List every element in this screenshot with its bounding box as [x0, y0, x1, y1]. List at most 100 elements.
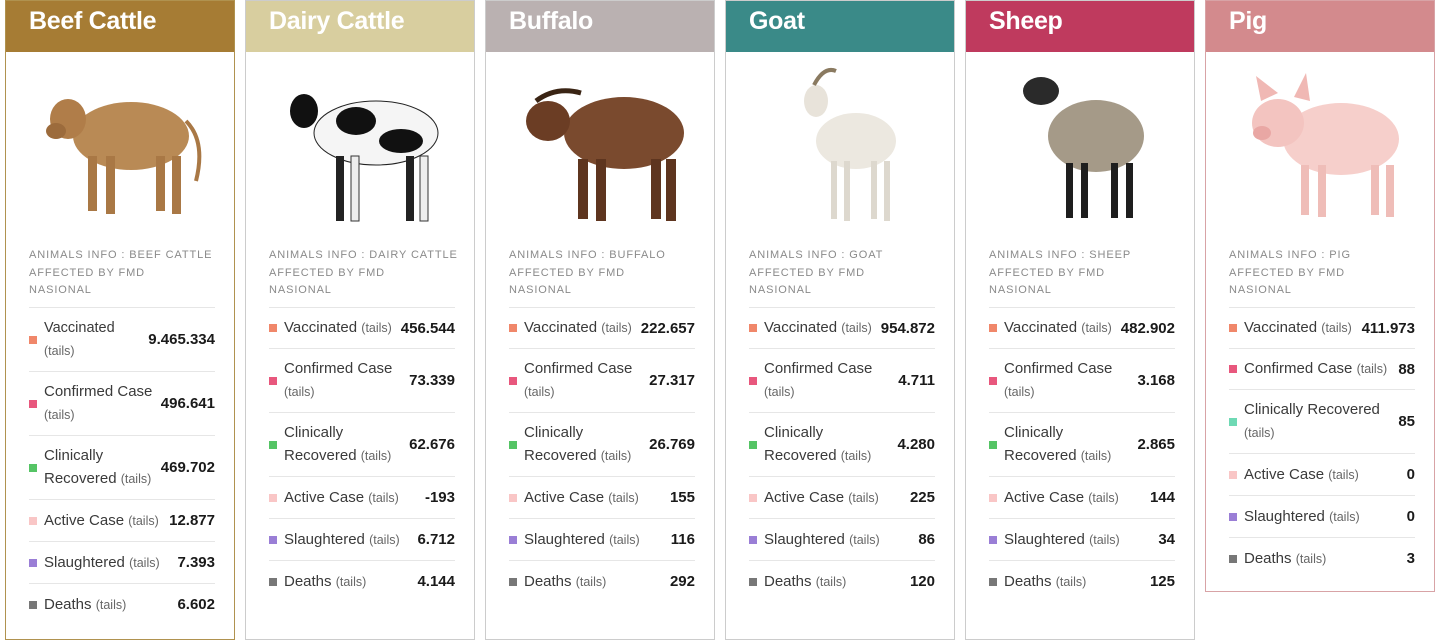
recovered-legend-icon [29, 463, 37, 472]
stat-vaccinated: Vaccinated (tails) 482.902 [989, 307, 1175, 348]
deaths-legend-icon [29, 600, 37, 609]
card-title: Pig [1206, 1, 1434, 52]
stats-list: Vaccinated (tails) 9.465.334 Confirmed Cas… [29, 307, 215, 625]
stats-list: Vaccinated (tails) 482.902 Confirmed Case… [989, 307, 1175, 602]
active-legend-icon [509, 493, 517, 502]
card-dairy-cattle: Dairy Cattle ANIMALS INFO : DAIRY CATTLE… [245, 0, 475, 640]
slaughtered-legend-icon [989, 535, 997, 544]
active-legend-icon [269, 493, 277, 502]
stat-confirmed-case: Confirmed Case (tails) 27.317 [509, 348, 695, 412]
deaths-legend-icon [269, 577, 277, 586]
confirmed-legend-icon [509, 376, 517, 385]
animals-info: ANIMALS INFO : GOAT AFFECTED BY FMD NASION… [749, 249, 884, 296]
stat-deaths: Deaths (tails) 4.144 [269, 560, 455, 602]
stat-clinically-recovered: Clinically Recovered (tails) 4.280 [749, 412, 935, 476]
vaccinated-legend-icon [509, 324, 517, 332]
stat-clinically-recovered: Clinically Recovered (tails) 85 [1229, 389, 1415, 453]
stat-deaths: Deaths (tails) 125 [989, 560, 1175, 602]
animals-info: ANIMALS INFO : BUFFALO AFFECTED BY FMD NAS… [509, 249, 666, 296]
beef-cattle-photo-icon [46, 99, 202, 214]
vaccinated-legend-icon [1229, 324, 1237, 332]
vaccinated-legend-icon [749, 324, 757, 332]
active-legend-icon [749, 493, 757, 502]
card-title: Dairy Cattle [246, 1, 474, 52]
card-title: Goat [726, 1, 954, 52]
card-goat: Goat ANIMALS INFO : GOAT AFFECTED BY FMD N… [725, 0, 955, 640]
stat-slaughtered: Slaughtered (tails) 0 [1229, 495, 1415, 537]
deaths-legend-icon [749, 577, 757, 586]
stat-deaths: Deaths (tails) 6.602 [29, 583, 215, 625]
stat-vaccinated: Vaccinated (tails) 411.973 [1229, 307, 1415, 348]
stat-vaccinated: Vaccinated (tails) 222.657 [509, 307, 695, 348]
stat-clinically-recovered: Clinically Recovered (tails) 469.702 [29, 435, 215, 499]
stat-deaths: Deaths (tails) 120 [749, 560, 935, 602]
stat-confirmed-case: Confirmed Case (tails) 73.339 [269, 348, 455, 412]
stat-clinically-recovered: Clinically Recovered (tails) 26.769 [509, 412, 695, 476]
stat-deaths: Deaths (tails) 292 [509, 560, 695, 602]
pig-photo-icon [1252, 73, 1399, 217]
buffalo-photo-icon [526, 88, 684, 221]
stat-active-case: Active Case (tails) 144 [989, 476, 1175, 518]
stat-confirmed-case: Confirmed Case (tails) 3.168 [989, 348, 1175, 412]
stat-vaccinated: Vaccinated (tails) 9.465.334 [29, 307, 215, 371]
recovered-legend-icon [1229, 417, 1237, 426]
stats-list: Vaccinated (tails) 411.973 Confirmed Case… [1229, 307, 1415, 579]
vaccinated-legend-icon [989, 324, 997, 332]
stat-clinically-recovered: Clinically Recovered (tails) 62.676 [269, 412, 455, 476]
confirmed-legend-icon [269, 376, 277, 385]
stat-confirmed-case: Confirmed Case (tails) 88 [1229, 348, 1415, 389]
vaccinated-legend-icon [269, 324, 277, 332]
stat-vaccinated: Vaccinated (tails) 954.872 [749, 307, 935, 348]
confirmed-legend-icon [29, 399, 37, 408]
stat-slaughtered: Slaughtered (tails) 7.393 [29, 541, 215, 583]
stat-slaughtered: Slaughtered (tails) 86 [749, 518, 935, 560]
recovered-legend-icon [749, 440, 757, 449]
slaughtered-legend-icon [29, 558, 37, 567]
animals-info: ANIMALS INFO : DAIRY CATTLE AFFECTED BY F… [269, 249, 458, 296]
stat-active-case: Active Case (tails) 155 [509, 476, 695, 518]
stat-vaccinated: Vaccinated (tails) 456.544 [269, 307, 455, 348]
active-legend-icon [29, 516, 37, 525]
card-beef-cattle: Beef Cattle ANIMALS INFO : BEEF CATTLE AF… [5, 0, 235, 640]
stat-slaughtered: Slaughtered (tails) 116 [509, 518, 695, 560]
stat-deaths: Deaths (tails) 3 [1229, 537, 1415, 579]
stat-slaughtered: Slaughtered (tails) 34 [989, 518, 1175, 560]
active-legend-icon [989, 493, 997, 502]
card-sheep: Sheep ANIMALS INFO : SHEEP AFFECTED BY FM… [965, 0, 1195, 640]
card-title: Sheep [966, 1, 1194, 52]
animal-cards: Beef Cattle ANIMALS INFO : BEEF CATTLE AF… [5, 0, 1440, 640]
goat-photo-icon [804, 68, 896, 221]
slaughtered-legend-icon [1229, 512, 1237, 521]
card-title: Buffalo [486, 1, 714, 52]
stats-list: Vaccinated (tails) 222.657 Confirmed Case… [509, 307, 695, 602]
animals-info: ANIMALS INFO : SHEEP AFFECTED BY FMD NASIO… [989, 249, 1132, 296]
card-pig: Pig ANIMALS INFO : PIG AFFECTED BY FMD NAS… [1205, 0, 1435, 592]
confirmed-legend-icon [1229, 365, 1237, 373]
recovered-legend-icon [269, 440, 277, 449]
stat-active-case: Active Case (tails) -193 [269, 476, 455, 518]
confirmed-legend-icon [749, 376, 757, 385]
stats-list: Vaccinated (tails) 954.872 Confirmed Case… [749, 307, 935, 602]
recovered-legend-icon [989, 440, 997, 449]
active-legend-icon [1229, 470, 1237, 479]
stat-confirmed-case: Confirmed Case (tails) 496.641 [29, 371, 215, 435]
sheep-photo-icon [1023, 77, 1144, 218]
card-title: Beef Cattle [6, 1, 234, 52]
slaughtered-legend-icon [269, 535, 277, 544]
animals-info: ANIMALS INFO : BEEF CATTLE AFFECTED BY FM… [29, 249, 213, 296]
deaths-legend-icon [1229, 554, 1237, 563]
dairy-cattle-photo-icon [290, 94, 439, 222]
stat-slaughtered: Slaughtered (tails) 6.712 [269, 518, 455, 560]
vaccinated-legend-icon [29, 335, 37, 344]
stat-active-case: Active Case (tails) 225 [749, 476, 935, 518]
animals-info: ANIMALS INFO : PIG AFFECTED BY FMD NASIONA… [1229, 249, 1351, 296]
recovered-legend-icon [509, 440, 517, 449]
card-buffalo: Buffalo ANIMALS INFO : BUFFALO AFFECTED B… [485, 0, 715, 640]
stats-list: Vaccinated (tails) 456.544 Confirmed Case… [269, 307, 455, 602]
confirmed-legend-icon [989, 376, 997, 385]
stat-clinically-recovered: Clinically Recovered (tails) 2.865 [989, 412, 1175, 476]
slaughtered-legend-icon [749, 535, 757, 544]
deaths-legend-icon [989, 577, 997, 586]
stat-confirmed-case: Confirmed Case (tails) 4.711 [749, 348, 935, 412]
stat-active-case: Active Case (tails) 0 [1229, 453, 1415, 495]
